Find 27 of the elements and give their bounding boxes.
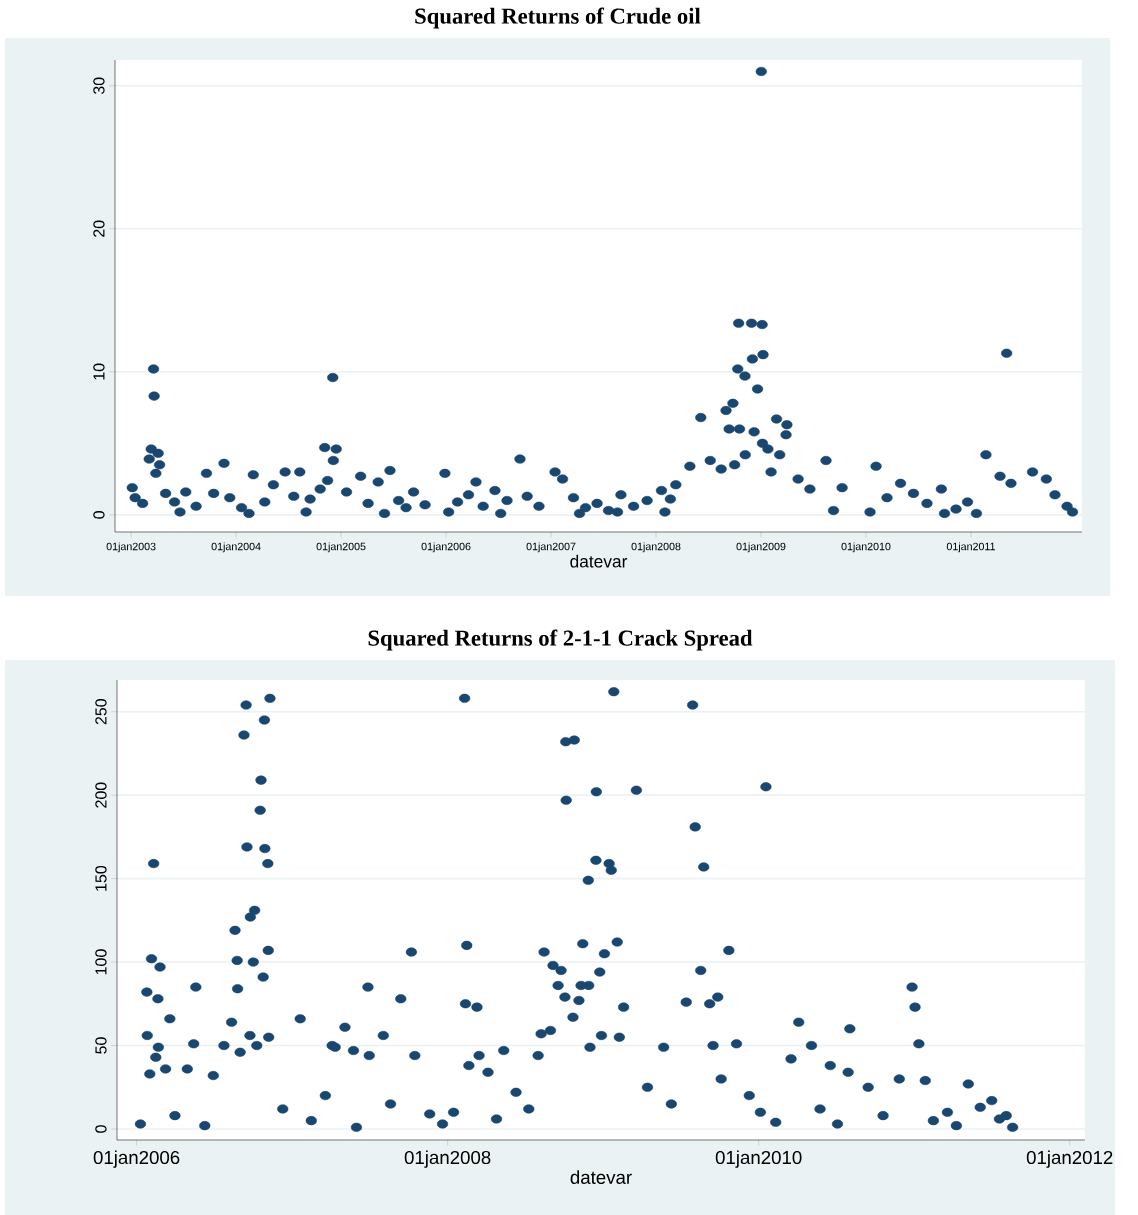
chart-title: Squared Returns of 2-1-1 Crack Spread (368, 629, 753, 651)
x-tick-label: 01jan2012 (1026, 1150, 1113, 1168)
x-tick-label: 01jan2003 (106, 542, 156, 553)
y-tick-label: 100 (95, 949, 107, 975)
x-axis-title: datevar (570, 1170, 632, 1184)
y-tick-label: 250 (95, 698, 107, 725)
x-tick-label: 01jan2008 (404, 1150, 491, 1168)
x-tick-label: 01jan2004 (211, 542, 261, 553)
x-tick-label: 01jan2011 (946, 542, 995, 553)
y-tick-label: 200 (95, 782, 107, 808)
chart-title: Squared Returns of Crude oil (415, 7, 701, 29)
x-tick-label: 01jan2010 (841, 542, 891, 553)
y-tick-label: 0 (95, 1125, 107, 1133)
x-tick-label: 01jan2009 (736, 542, 786, 553)
x-tick-label: 01jan2006 (421, 542, 471, 553)
x-tick-label: 01jan2010 (715, 1150, 802, 1168)
x-tick-label: 01jan2008 (631, 542, 681, 553)
x-tick-label: 01jan2007 (526, 542, 576, 553)
y-tick-label: 150 (95, 865, 107, 891)
y-tick-label: 20 (93, 220, 105, 237)
x-tick-label: 01jan2005 (316, 542, 366, 553)
x-tick-label: 01jan2006 (93, 1150, 180, 1168)
x-axis-title: datevar (570, 554, 628, 568)
y-tick-label: 50 (95, 1037, 107, 1054)
y-tick-label: 0 (93, 511, 105, 519)
y-tick-label: 30 (93, 77, 105, 95)
y-tick-label: 10 (93, 363, 105, 380)
